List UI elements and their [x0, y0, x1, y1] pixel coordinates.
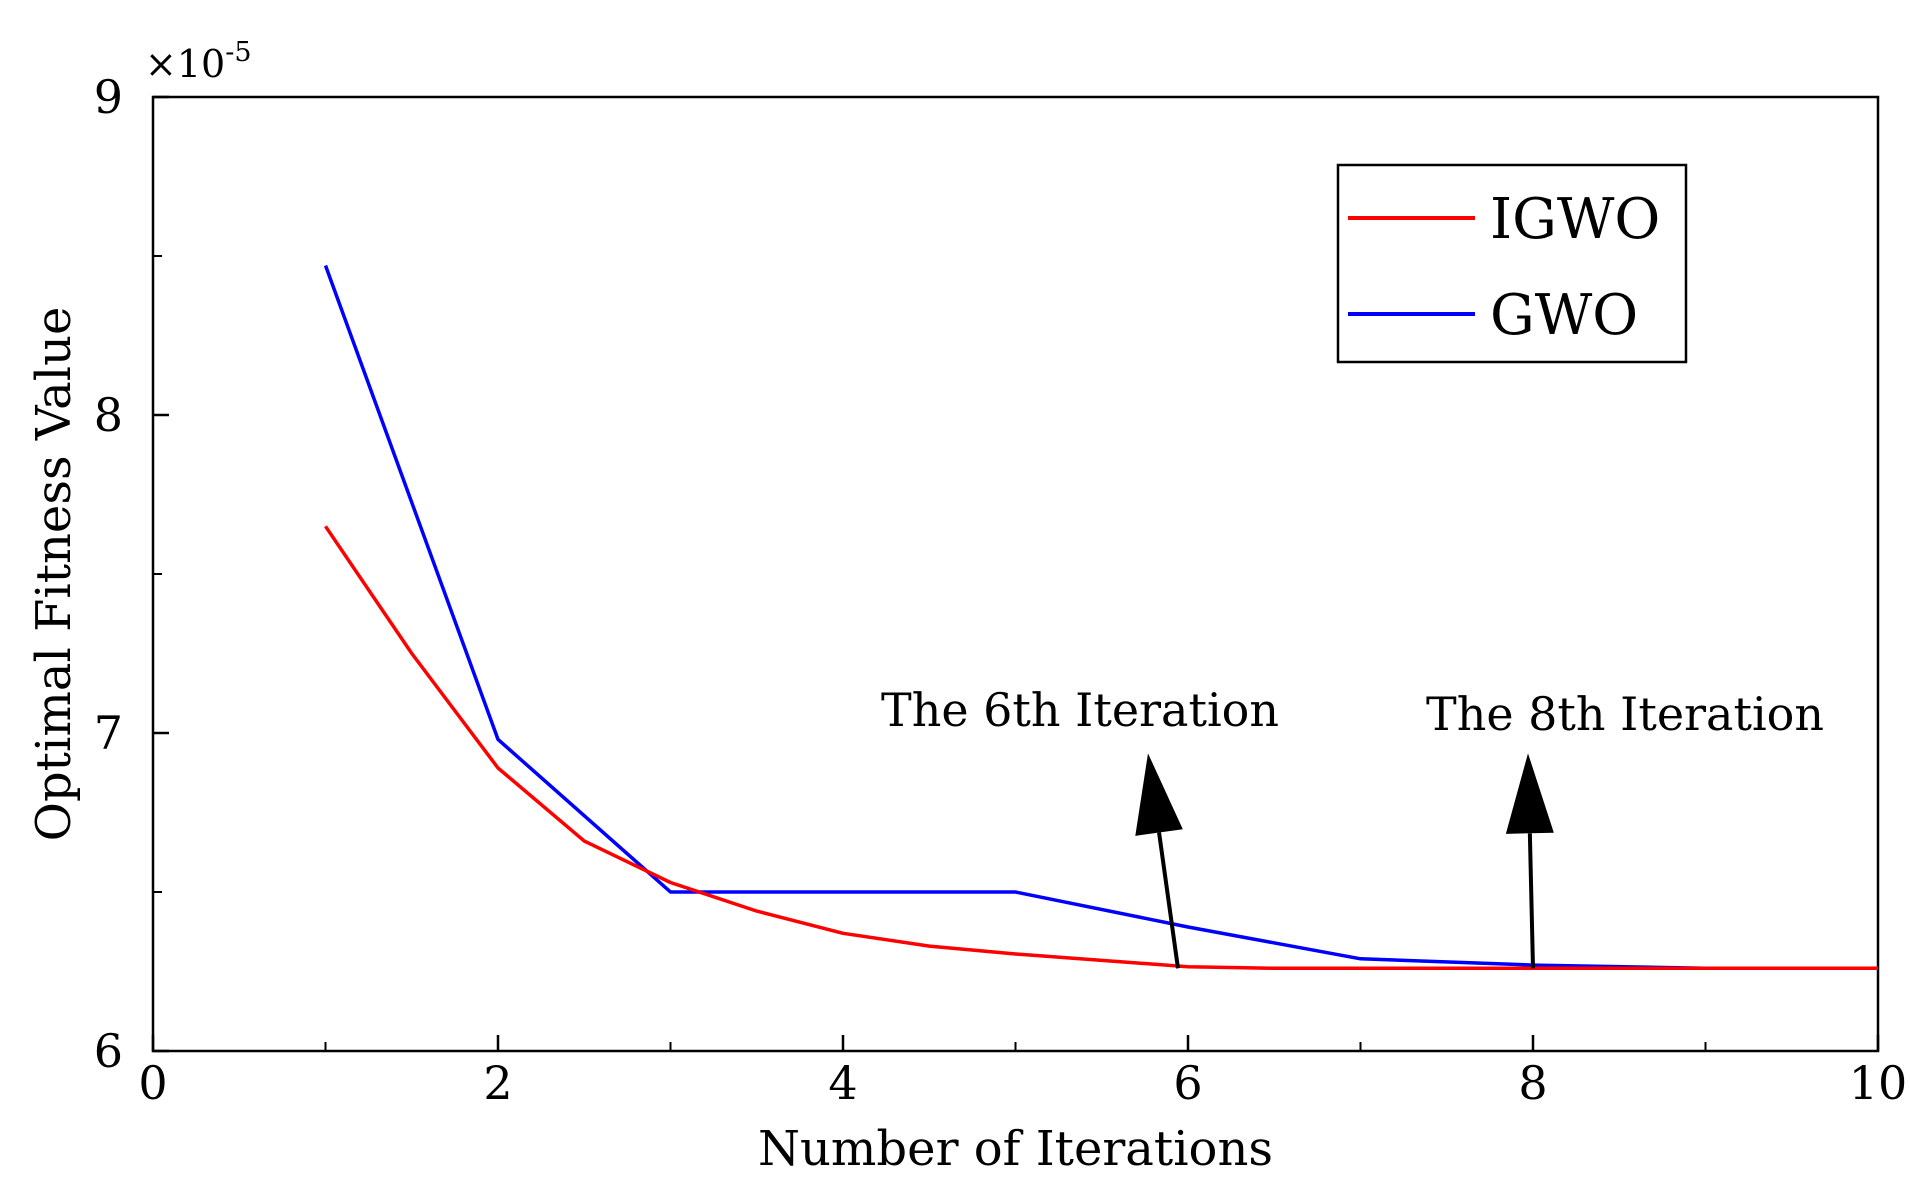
legend-label-gwo: GWO: [1490, 283, 1638, 348]
annotation-label: The 6th Iteration: [881, 683, 1279, 737]
series-line-igwo: [324, 525, 1878, 971]
legend-box: [1336, 163, 1688, 364]
x-tick-label: 8: [1518, 1056, 1547, 1110]
y-axis-title: Optimal Fitness Value: [26, 307, 82, 842]
annotation-arrow-head: [1135, 753, 1183, 836]
y-axis-multiplier: ×10-5: [145, 37, 252, 86]
x-tick-label: 4: [828, 1056, 857, 1110]
x-tick-label: 6: [1173, 1056, 1202, 1110]
annotation-arrow-shaft: [1527, 833, 1535, 969]
y-tick-label: 7: [94, 706, 123, 760]
legend-label-igwo: IGWO: [1490, 187, 1660, 252]
annotation-label: The 8th Iteration: [1426, 687, 1824, 741]
x-axis-title: Number of Iterations: [758, 1121, 1273, 1177]
x-tick-label: 2: [483, 1056, 512, 1110]
x-tick-label: 0: [138, 1056, 167, 1110]
y-tick-label: 9: [94, 70, 123, 124]
annotation-arrow-head: [1505, 753, 1554, 834]
x-tick-label: 10: [1849, 1056, 1908, 1110]
annotation-arrow-shaft: [1157, 832, 1180, 969]
series-line-gwo: [323, 264, 1878, 971]
y-tick-label: 6: [94, 1024, 123, 1078]
y-tick-label: 8: [94, 388, 123, 442]
